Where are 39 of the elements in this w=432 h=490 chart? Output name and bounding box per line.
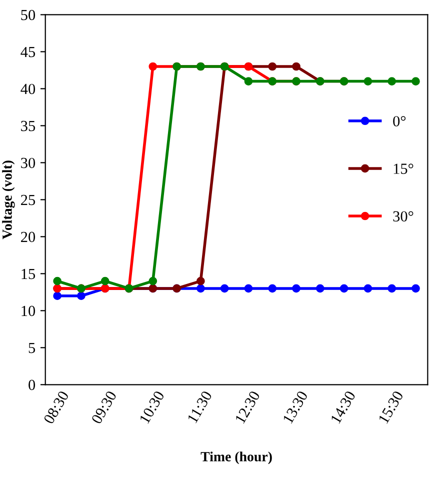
point bbox=[148, 276, 158, 286]
point bbox=[220, 284, 229, 293]
x-axis-title: Time (hour) bbox=[200, 452, 272, 464]
y-tick-label: 25 bbox=[21, 194, 36, 206]
y-tick-label: 5 bbox=[28, 342, 36, 354]
point bbox=[292, 62, 300, 71]
point bbox=[412, 284, 420, 293]
y-tick-label: 30 bbox=[21, 158, 36, 168]
y-tick-label: 45 bbox=[20, 46, 36, 58]
point bbox=[292, 284, 300, 293]
point bbox=[268, 284, 277, 293]
legend-label: 15° bbox=[394, 164, 414, 174]
y-axis-title: Voltage (volt) bbox=[2, 160, 15, 240]
point bbox=[340, 284, 348, 293]
y-tick-label: 20 bbox=[21, 232, 36, 242]
point bbox=[100, 276, 110, 286]
point bbox=[196, 276, 205, 286]
point bbox=[268, 62, 277, 71]
point bbox=[77, 292, 86, 300]
y-tick-label: 40 bbox=[20, 84, 36, 94]
point bbox=[316, 284, 324, 293]
legend-label: 30° bbox=[393, 211, 414, 222]
point bbox=[244, 77, 253, 86]
point bbox=[148, 62, 158, 71]
point bbox=[388, 77, 396, 86]
point bbox=[364, 284, 372, 293]
y-tick-label: 10 bbox=[22, 306, 36, 316]
y-tick-label: 50 bbox=[21, 10, 36, 20]
legend-label: 0° bbox=[393, 116, 406, 126]
y-tick-label: 15 bbox=[22, 268, 36, 280]
y-tick-label: 0 bbox=[28, 380, 36, 390]
point bbox=[388, 284, 396, 293]
point bbox=[53, 292, 62, 300]
point bbox=[364, 77, 372, 86]
point bbox=[244, 284, 253, 293]
point bbox=[53, 276, 62, 286]
point bbox=[196, 284, 205, 293]
y-tick-label: 35 bbox=[21, 120, 36, 132]
point bbox=[412, 77, 420, 86]
